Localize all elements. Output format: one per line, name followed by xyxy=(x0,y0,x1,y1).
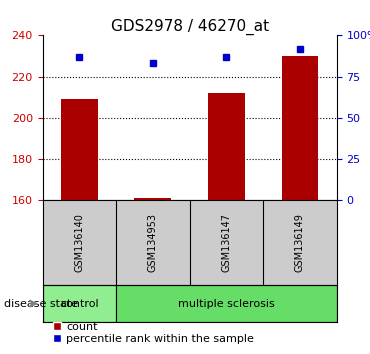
Bar xyxy=(134,198,171,200)
Title: GDS2978 / 46270_at: GDS2978 / 46270_at xyxy=(111,19,269,35)
Text: GSM136149: GSM136149 xyxy=(295,213,305,272)
Bar xyxy=(282,56,318,200)
Bar xyxy=(116,285,337,322)
Bar xyxy=(61,99,98,200)
Text: disease state: disease state xyxy=(4,298,78,309)
Text: control: control xyxy=(60,298,99,309)
Bar xyxy=(208,93,245,200)
Legend: count, percentile rank within the sample: count, percentile rank within the sample xyxy=(48,317,258,348)
Text: multiple sclerosis: multiple sclerosis xyxy=(178,298,275,309)
Text: GSM136147: GSM136147 xyxy=(221,213,231,272)
Text: GSM136140: GSM136140 xyxy=(74,213,84,272)
Bar xyxy=(43,285,116,322)
Text: GSM134953: GSM134953 xyxy=(148,213,158,272)
